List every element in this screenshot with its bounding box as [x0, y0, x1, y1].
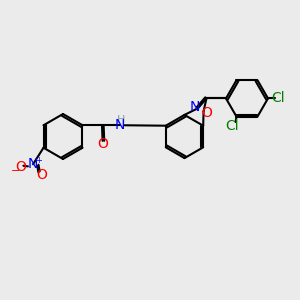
Text: O: O: [36, 168, 47, 182]
Text: Cl: Cl: [225, 118, 239, 133]
Text: N: N: [115, 118, 125, 132]
Text: O: O: [97, 137, 108, 152]
Text: N: N: [28, 157, 38, 171]
Text: +: +: [35, 156, 42, 165]
Text: O: O: [202, 106, 213, 120]
Text: O: O: [15, 160, 26, 174]
Text: N: N: [189, 100, 200, 114]
Text: −: −: [11, 166, 20, 176]
Text: H: H: [117, 115, 125, 125]
Text: Cl: Cl: [272, 92, 285, 105]
